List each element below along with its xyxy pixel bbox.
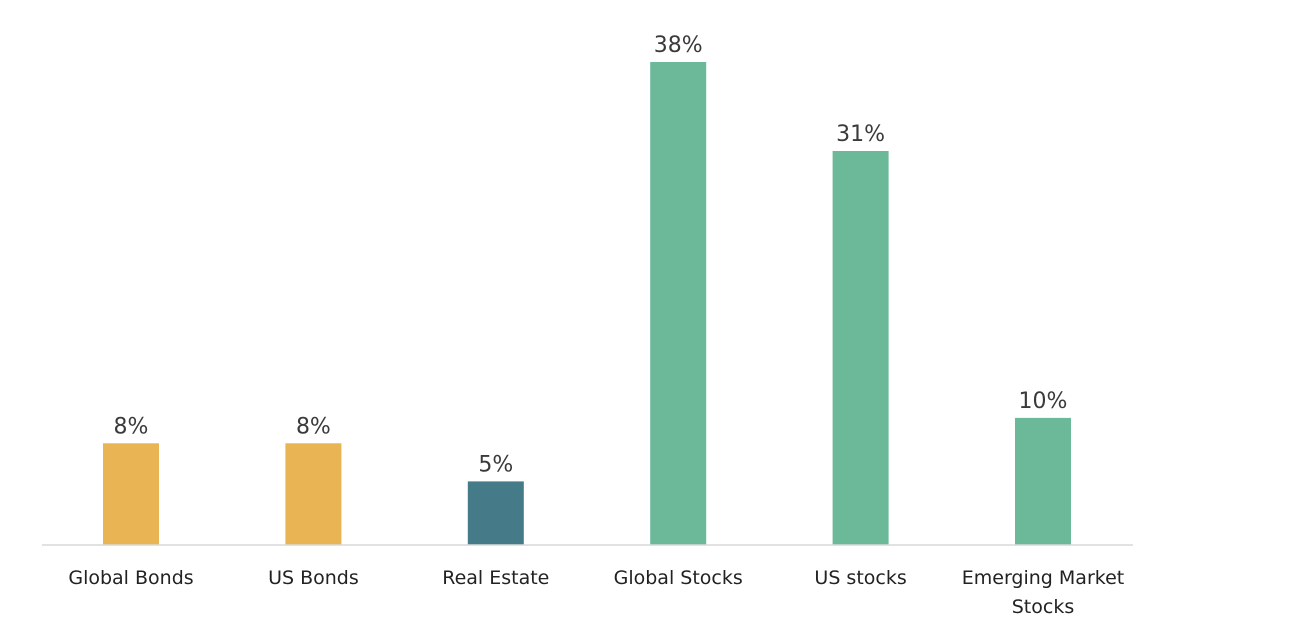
data-label: 31%: [836, 122, 885, 147]
bar-global-bonds: [103, 443, 159, 545]
category-label: Global Stocks: [614, 567, 743, 589]
data-label: 5%: [478, 452, 513, 477]
category-label-line: Emerging Market: [962, 567, 1124, 589]
value-labels-group: 8% 8% 5% 38% 31% 10%: [114, 33, 1068, 477]
category-label-line: US stocks: [814, 567, 906, 589]
category-label-line: Global Bonds: [68, 567, 193, 589]
bars-group: [103, 62, 1071, 545]
category-label: US Bonds: [268, 567, 359, 589]
category-label: Emerging Market Stocks: [962, 567, 1124, 618]
category-label-line: Stocks: [1012, 596, 1074, 618]
bar-emerging-market-stocks: [1015, 417, 1071, 545]
category-labels-group: Global Bonds US Bonds Real Estate Global St…: [68, 567, 1124, 618]
bar-us-bonds: [285, 443, 342, 545]
category-label-line: US Bonds: [268, 567, 359, 589]
data-label: 8%: [296, 414, 331, 439]
category-label: Real Estate: [442, 567, 549, 589]
category-label-line: Real Estate: [442, 567, 549, 589]
category-label: Global Bonds: [68, 567, 193, 589]
bar-us-stocks: [832, 151, 889, 545]
data-label: 10%: [1019, 389, 1068, 414]
bar-global-stocks: [650, 62, 707, 545]
bar-real-estate: [467, 481, 524, 545]
category-label: US stocks: [814, 567, 906, 589]
data-label: 8%: [114, 414, 149, 439]
data-label: 38%: [654, 33, 703, 58]
category-label-line: Global Stocks: [614, 567, 743, 589]
